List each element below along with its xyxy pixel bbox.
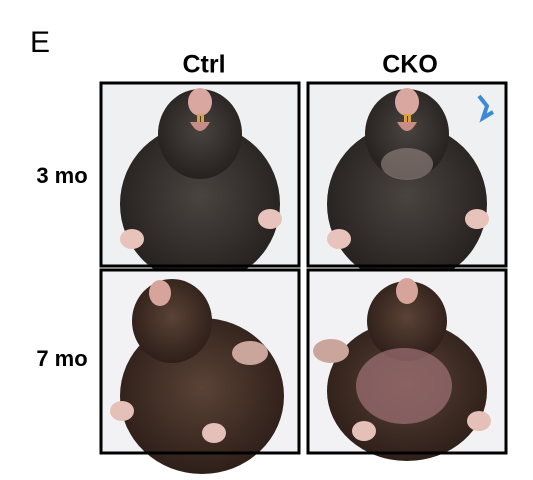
photo-frame	[306, 268, 508, 455]
row-label: 7 mo	[36, 346, 87, 371]
column-header: Ctrl	[182, 51, 225, 79]
photo-frame	[99, 268, 301, 455]
photo-frame	[99, 81, 301, 268]
photo-frame	[306, 81, 508, 268]
photo	[309, 271, 505, 461]
photo	[102, 271, 298, 474]
panel-label: E	[30, 26, 50, 59]
row-label: 3 mo	[36, 163, 87, 188]
column-header: CKO	[382, 51, 438, 79]
photo	[309, 84, 505, 284]
photo	[102, 84, 298, 284]
